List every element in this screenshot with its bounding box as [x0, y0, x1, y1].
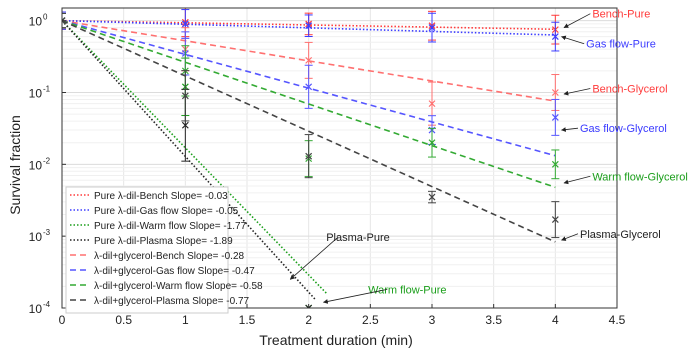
x-tick-label: 3.5 — [485, 313, 502, 327]
data-point — [181, 20, 189, 28]
y-tick-exponent: -1 — [43, 84, 51, 93]
x-tick-label: 3 — [429, 313, 436, 327]
data-point — [305, 83, 313, 91]
y-tick-label: 10 — [29, 86, 43, 100]
data-point — [305, 304, 313, 308]
x-tick-label: 2.5 — [362, 313, 379, 327]
legend-entry: Pure λ-dil-Warm flow Slope= -1.77 — [94, 221, 247, 232]
legend-entry: λ-dil+glycerol-Plasma Slope= -0.77 — [94, 296, 250, 307]
annotation-arrow — [561, 233, 579, 241]
y-tick-exponent: -4 — [43, 300, 51, 309]
legend: Pure λ-dil-Bench Slope= -0.03 Pure λ-dil-… — [65, 186, 263, 314]
data-point — [305, 56, 313, 64]
x-tick-label: 4.5 — [609, 313, 626, 327]
annotation-arrow — [561, 35, 585, 45]
annotation-arrow — [561, 127, 579, 132]
y-tick-label: 10 — [29, 302, 43, 316]
legend-entry: λ-dil+glycerol-Gas flow Slope= -0.47 — [94, 266, 255, 277]
annotations: Bench-Pure Gas flow-Pure Bench-Glycerol Gas… — [289, 9, 688, 304]
y-tick-label: 10 — [29, 15, 43, 29]
data-point — [428, 193, 436, 201]
annotation-label: Plasma-Glycerol — [580, 229, 661, 241]
data-point — [305, 152, 313, 160]
annotation-arrow — [563, 175, 591, 185]
annotation-label: Bench-Pure — [592, 9, 650, 21]
data-point — [551, 113, 559, 121]
x-tick-label: 4 — [552, 313, 559, 327]
legend-box — [65, 186, 229, 314]
legend-entry: λ-dil+glycerol-Warm flow Slope= -0.58 — [94, 281, 263, 292]
legend-entry: Pure λ-dil-Gas flow Slope= -0.05 — [94, 206, 239, 217]
annotation-arrow — [563, 88, 591, 96]
legend-entry: λ-dil+glycerol-Bench Slope= -0.28 — [94, 251, 245, 262]
data-point — [551, 33, 559, 41]
x-tick-label: 1.5 — [239, 313, 256, 327]
y-tick-exponent: -3 — [43, 228, 51, 237]
series-7 — [62, 12, 560, 243]
data-point — [428, 139, 436, 147]
legend-entry: Pure λ-dil-Plasma Slope= -1.89 — [94, 236, 233, 247]
y-tick-label: 10 — [29, 158, 43, 172]
data-point — [551, 160, 559, 168]
data-point — [428, 24, 436, 32]
data-point — [62, 17, 66, 25]
annotation-label: Gas flow-Pure — [586, 39, 656, 51]
annotation-label: Bench-Glycerol — [592, 83, 667, 95]
annotation-label: Warm flow-Pure — [368, 284, 446, 296]
data-point — [181, 92, 189, 100]
series-layer — [62, 8, 560, 308]
annotation-arrow — [289, 236, 339, 280]
x-tick-label: 0 — [59, 313, 66, 327]
series-fit-line — [62, 19, 556, 189]
x-tick-label: 0.5 — [115, 313, 132, 327]
y-axis-label: Survival fraction — [7, 115, 23, 215]
series-fit-line — [62, 19, 556, 102]
annotation-label: Warm flow-Glycerol — [592, 171, 688, 183]
data-point — [551, 216, 559, 224]
annotation-arrow — [563, 13, 591, 28]
legend-entry: Pure λ-dil-Bench Slope= -0.03 — [94, 191, 228, 202]
data-point — [551, 89, 559, 96]
annotation-arrow — [322, 288, 388, 304]
x-tick-label: 2 — [305, 313, 312, 327]
y-tick-exponent: -2 — [43, 156, 51, 165]
x-tick-label: 1 — [182, 313, 189, 327]
data-point — [428, 100, 436, 108]
annotation-label: Plasma-Pure — [326, 232, 390, 244]
y-tick-label: 10 — [29, 230, 43, 244]
data-point — [181, 121, 189, 129]
plot-frame — [61, 7, 618, 309]
x-axis-label: Treatment duration (min) — [259, 332, 413, 348]
y-tick-exponent: 0 — [43, 13, 48, 22]
annotation-label: Gas flow-Glycerol — [580, 123, 667, 135]
data-point — [305, 22, 313, 30]
series-fit-line — [62, 20, 328, 295]
series-fit-line — [62, 19, 556, 243]
